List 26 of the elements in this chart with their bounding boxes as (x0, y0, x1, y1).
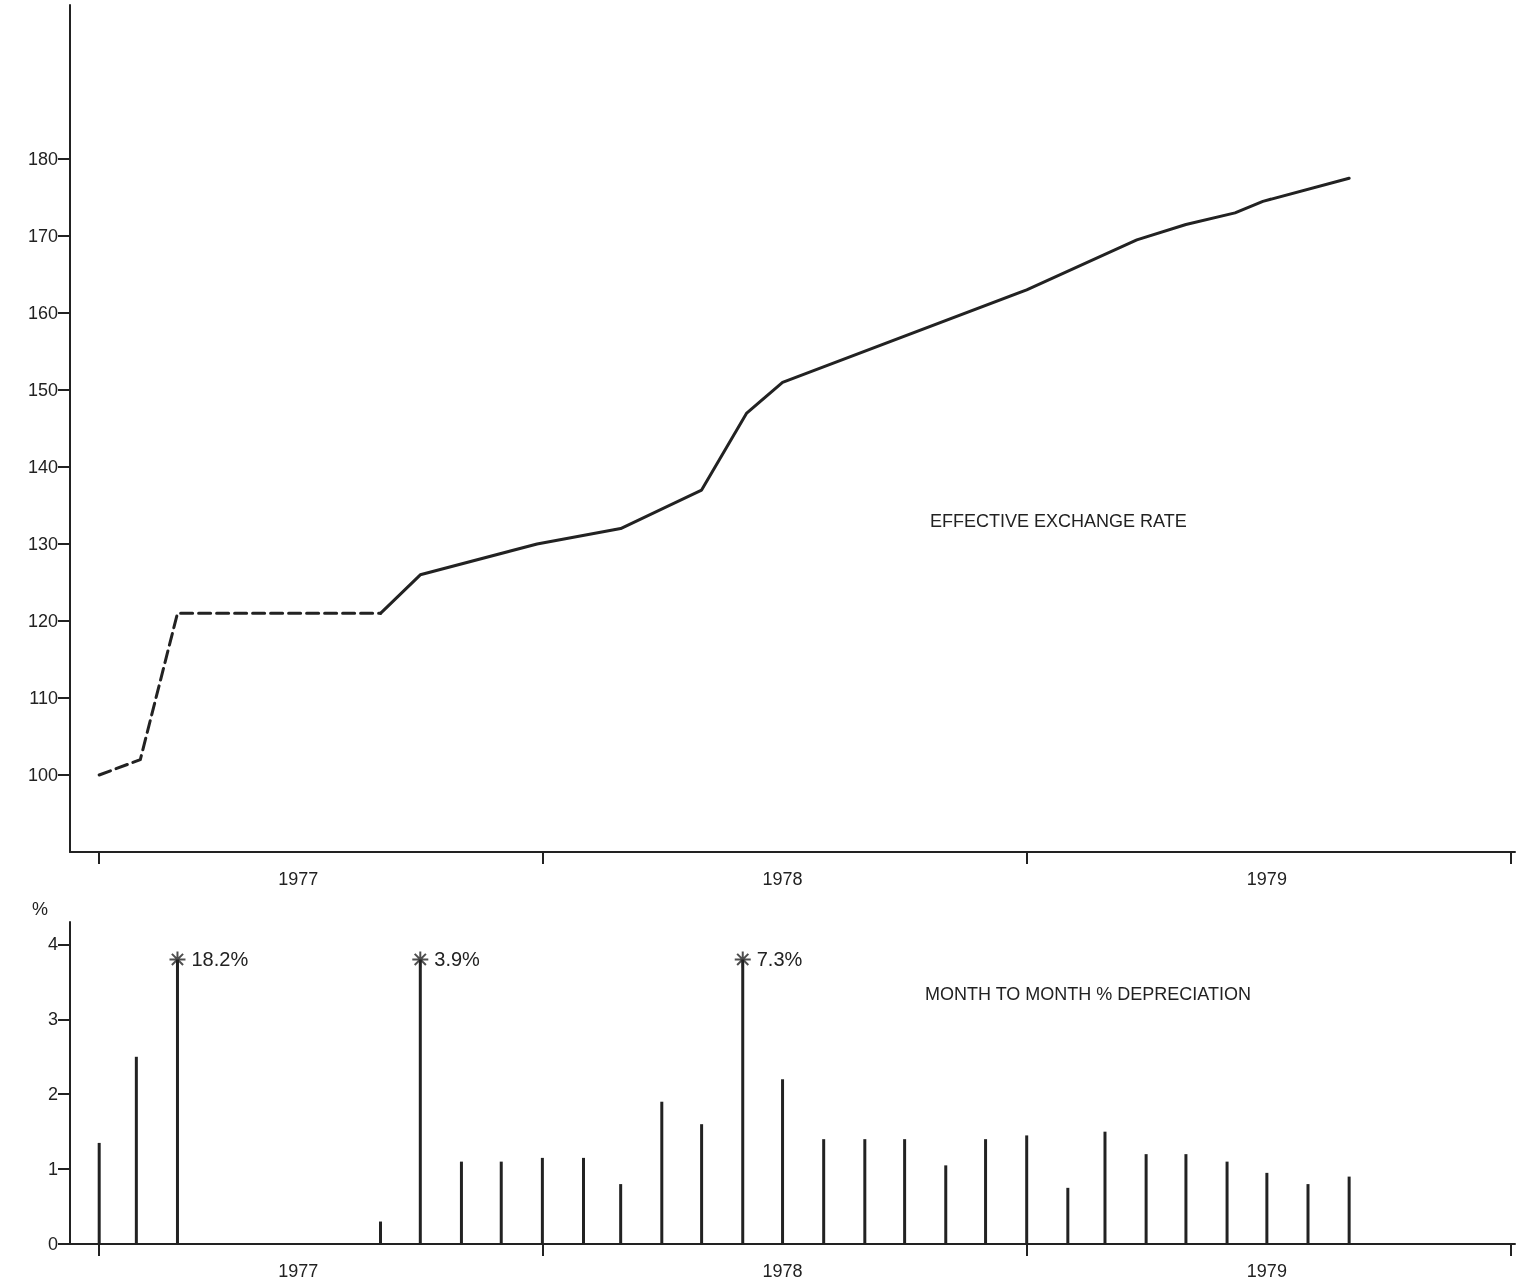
annotation: 18.2% (191, 948, 249, 971)
y-tick-label: 140 (27, 457, 58, 477)
y-tick-label: 0 (47, 1234, 58, 1254)
x-tick-label: 1979 (1246, 869, 1287, 889)
y-tick-label: 4 (47, 934, 58, 955)
y-tick-label: 150 (27, 380, 58, 400)
y-tick-label: 120 (27, 611, 58, 631)
y-tick-label: 3 (47, 1009, 58, 1030)
annotation: MONTH TO MONTH % DEPRECIATION (925, 984, 1252, 1004)
y-tick-label: 100 (27, 765, 58, 785)
y-tick-label: 1 (47, 1159, 58, 1180)
y-tick-label: 180 (27, 149, 58, 169)
y-tick-label: 160 (27, 303, 58, 323)
x-tick-label: 1977 (278, 869, 319, 889)
y-tick-label: 2 (47, 1084, 58, 1105)
annotation: 7.3% (756, 948, 803, 971)
y-axis-title: % (31, 899, 48, 919)
x-tick-label: 1979 (1246, 1261, 1287, 1280)
annotation: EFFECTIVE EXCHANGE RATE (930, 511, 1187, 531)
y-tick-label: 170 (27, 226, 58, 246)
x-tick-label: 1977 (278, 1261, 319, 1280)
x-tick-label: 1978 (762, 869, 803, 889)
annotation: 3.9% (434, 948, 481, 971)
y-tick-label: 130 (27, 534, 58, 554)
x-tick-label: 1978 (762, 1261, 803, 1280)
y-tick-label: 110 (29, 688, 58, 708)
